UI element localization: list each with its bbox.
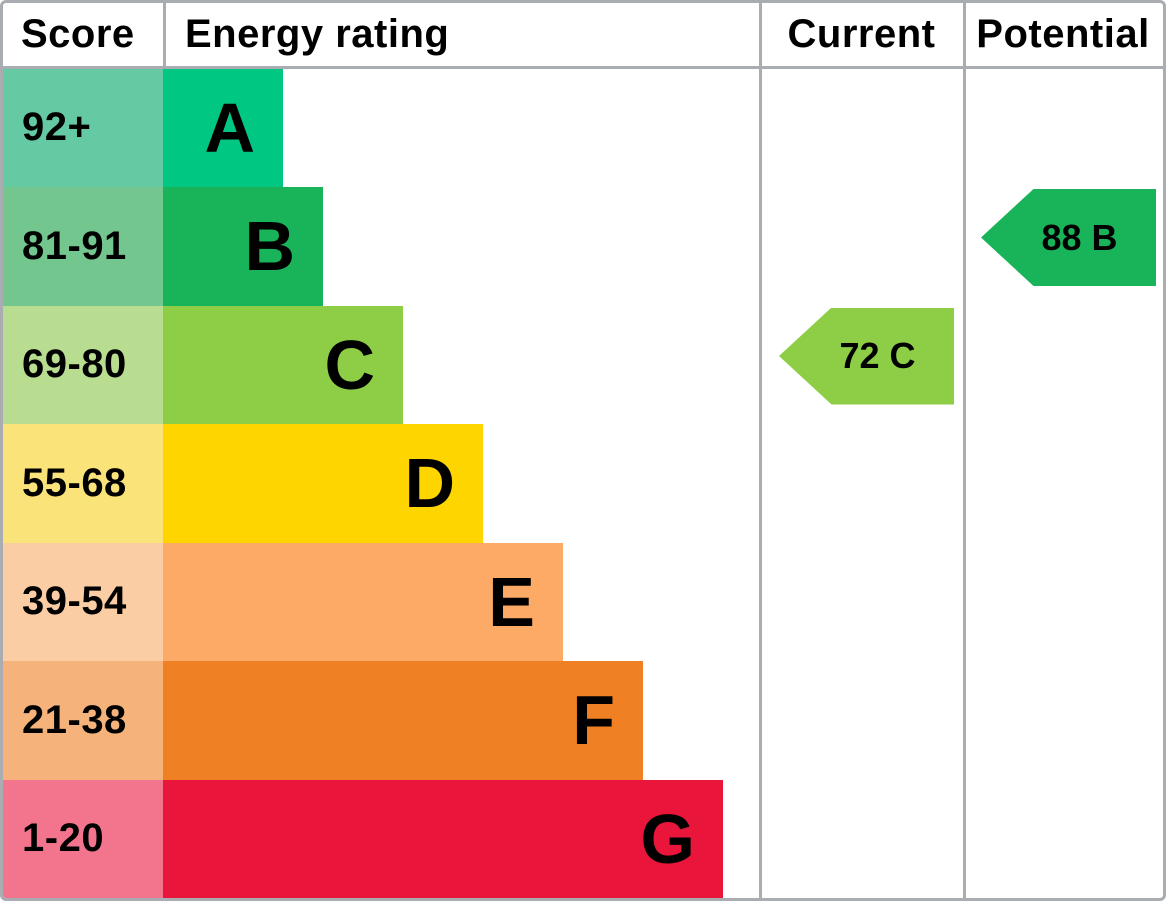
band-score-cell: 21-38 — [3, 661, 163, 780]
band-letter: B — [244, 207, 295, 286]
band-row: 55-68 D — [3, 424, 759, 543]
score-energy-header-divider — [163, 3, 166, 66]
potential-rating-marker: 88 B — [981, 189, 1156, 286]
current-rating-marker: 72 C — [779, 307, 954, 405]
rating-bands: 92+ A 81-91 B 69-80 C 55-68 D — [3, 68, 759, 898]
energy-rating-column-header-label: Energy rating — [185, 12, 450, 56]
current-column-divider — [759, 3, 762, 898]
band-row: 92+ A — [3, 68, 759, 187]
current-column-header: Current — [760, 3, 963, 66]
band-score-range: 55-68 — [22, 460, 127, 505]
band-bar: D — [163, 424, 483, 543]
band-row: 39-54 E — [3, 542, 759, 661]
band-score-cell: 1-20 — [3, 779, 163, 898]
band-score-cell: 69-80 — [3, 305, 163, 424]
band-row: 1-20 G — [3, 779, 759, 898]
band-score-range: 21-38 — [22, 697, 127, 742]
band-bar: B — [163, 187, 323, 306]
current-column-header-label: Current — [787, 12, 936, 56]
band-bar: F — [163, 661, 643, 780]
band-row: 81-91 B — [3, 187, 759, 306]
band-score-cell: 55-68 — [3, 424, 163, 543]
potential-rating-label: 88 B — [1041, 216, 1118, 258]
band-score-range: 69-80 — [22, 342, 127, 387]
band-letter: D — [404, 444, 455, 523]
current-rating-label: 72 C — [839, 335, 916, 376]
band-bar: G — [163, 779, 723, 898]
score-column-header-label: Score — [21, 12, 135, 56]
score-column-header: Score — [21, 3, 135, 66]
band-row: 21-38 F — [3, 661, 759, 780]
band-row: 69-80 C — [3, 305, 759, 424]
band-score-cell: 39-54 — [3, 542, 163, 661]
potential-column-header: Potential — [963, 3, 1163, 66]
header-underline — [3, 66, 1163, 69]
potential-column-divider — [963, 3, 966, 898]
band-letter: F — [572, 681, 615, 760]
band-score-range: 92+ — [22, 105, 92, 150]
band-bar: C — [163, 305, 403, 424]
band-letter: C — [324, 325, 375, 404]
energy-rating-column-header: Energy rating — [185, 3, 449, 66]
band-bar: E — [163, 542, 563, 661]
band-score-range: 1-20 — [22, 816, 105, 861]
band-score-cell: 81-91 — [3, 187, 163, 306]
band-score-range: 81-91 — [22, 223, 127, 268]
potential-column-header-label: Potential — [976, 12, 1150, 56]
band-score-cell: 92+ — [3, 68, 163, 187]
band-letter: A — [204, 88, 255, 167]
band-score-range: 39-54 — [22, 579, 127, 624]
band-letter: E — [488, 562, 535, 641]
band-bar: A — [163, 68, 283, 187]
band-letter: G — [640, 799, 695, 878]
